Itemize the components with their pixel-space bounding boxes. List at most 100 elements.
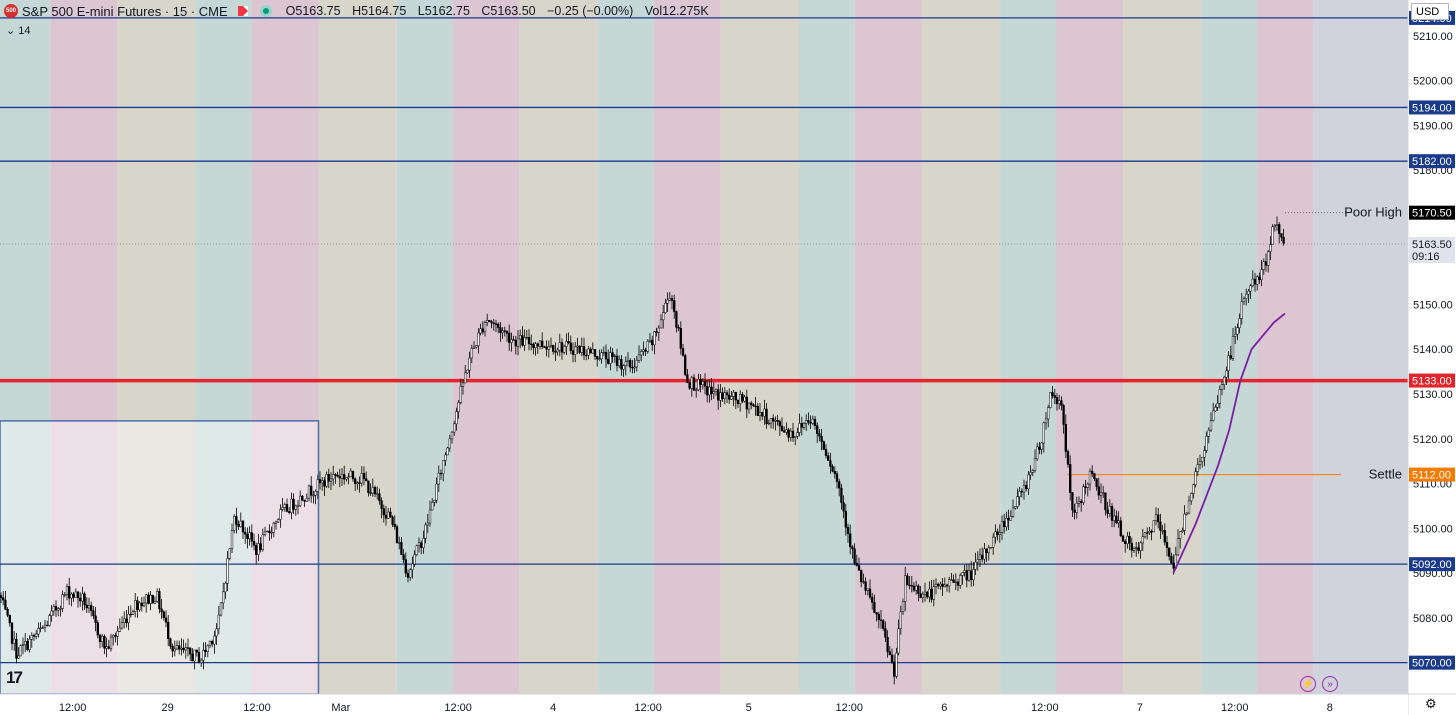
candle-body	[312, 494, 315, 497]
session-band	[396, 0, 453, 694]
candle-body	[1128, 535, 1131, 544]
candle-body	[127, 613, 130, 624]
candle-body	[917, 585, 920, 594]
candle-body	[431, 502, 434, 511]
candle-body	[1007, 517, 1010, 521]
gear-icon[interactable]: ⚙	[1425, 696, 1437, 711]
y-tick-label: 5150.00	[1413, 299, 1453, 311]
candle-body	[488, 320, 491, 323]
candle-body	[74, 591, 77, 598]
candle-body	[1231, 336, 1235, 359]
candle-body	[598, 358, 601, 360]
candle-body	[499, 327, 502, 333]
candle-body	[8, 614, 11, 624]
candle-body	[796, 432, 799, 437]
candle-body	[560, 342, 564, 353]
candle-body	[816, 425, 819, 434]
candle-body	[158, 591, 161, 610]
candle-body	[281, 507, 284, 510]
candle-body	[857, 565, 861, 571]
candle-body	[675, 311, 678, 328]
candle-body	[160, 608, 163, 613]
candle-body	[1157, 514, 1160, 523]
fast-forward-icon[interactable]: »	[1322, 676, 1338, 692]
candle-body	[327, 474, 330, 482]
candle-body	[585, 354, 588, 357]
candle-body	[699, 379, 702, 385]
candle-body	[1220, 384, 1224, 390]
candle-body	[303, 499, 306, 502]
y-tick-label: 5120.00	[1413, 434, 1453, 446]
candle-body	[754, 405, 757, 408]
candle-body	[653, 331, 656, 346]
candle-body	[1062, 405, 1065, 425]
candle-body	[92, 610, 95, 617]
candle-body	[0, 595, 3, 598]
candle-body	[219, 602, 223, 616]
last-price-tag: 5163.50	[1412, 239, 1452, 251]
candle-body	[543, 346, 546, 348]
candle-body	[1278, 224, 1281, 234]
candle-body	[884, 628, 887, 638]
x-tick-label: 5	[746, 702, 752, 714]
candle-body	[48, 615, 51, 626]
candle-body	[1168, 547, 1171, 557]
candle-body	[756, 406, 759, 417]
candle-body	[305, 497, 308, 502]
candle-body	[329, 478, 333, 482]
price-levels	[0, 17, 1408, 664]
candle-body	[272, 522, 275, 533]
candle-body	[213, 635, 216, 645]
candle-body	[1084, 486, 1087, 488]
symbol-title[interactable]: S&P 500 E-mini Futures · 15 · CME	[22, 3, 228, 19]
candle-body	[1163, 530, 1166, 543]
candle-body	[662, 312, 665, 321]
candle-body	[345, 477, 348, 480]
candle-body	[983, 548, 986, 560]
flag-icon[interactable]	[237, 6, 248, 16]
open-value: O5163.75	[285, 4, 341, 18]
candle-body	[134, 600, 137, 612]
candle-body	[620, 359, 623, 370]
candle-body	[714, 389, 718, 392]
candle-body	[24, 641, 27, 646]
candle-body	[26, 641, 29, 650]
candle-body	[349, 470, 352, 477]
session-band	[452, 0, 520, 694]
volume-value: Vol12.275K	[644, 4, 709, 18]
candle-body	[763, 408, 766, 417]
candle-body	[325, 474, 328, 487]
currency-selector[interactable]: USD	[1411, 3, 1449, 20]
candle-body	[921, 593, 924, 598]
x-tick-label: 12:00	[444, 702, 472, 714]
candle-body	[569, 342, 572, 351]
candle-body	[1216, 403, 1219, 408]
candle-body	[285, 504, 289, 512]
poor-high-label: Poor High	[1344, 205, 1402, 220]
candle-body	[846, 527, 850, 535]
change-value: −0.25 (−0.00%)	[547, 4, 634, 18]
candle-body	[915, 585, 918, 591]
low-value: L5162.75	[417, 4, 470, 18]
candle-body	[1185, 512, 1188, 515]
indicator-legend[interactable]: ⌄ 14	[6, 25, 31, 37]
candle-body	[477, 332, 480, 347]
candle-body	[681, 348, 685, 356]
candle-body	[1227, 355, 1230, 372]
market-status-icon[interactable]	[259, 5, 272, 17]
candle-body	[257, 543, 260, 555]
candle-body	[514, 339, 517, 347]
candle-body	[532, 343, 535, 348]
candle-body	[587, 348, 590, 356]
candle-body	[96, 622, 99, 636]
candle-body	[204, 649, 207, 652]
candle-body	[503, 330, 506, 332]
candle-body	[15, 638, 18, 659]
candle-body	[574, 346, 577, 355]
candle-body	[604, 351, 608, 360]
candle-body	[787, 429, 790, 438]
candle-body	[545, 346, 548, 350]
lightning-icon[interactable]: ⚡	[1300, 676, 1316, 692]
candle-body	[912, 585, 916, 591]
